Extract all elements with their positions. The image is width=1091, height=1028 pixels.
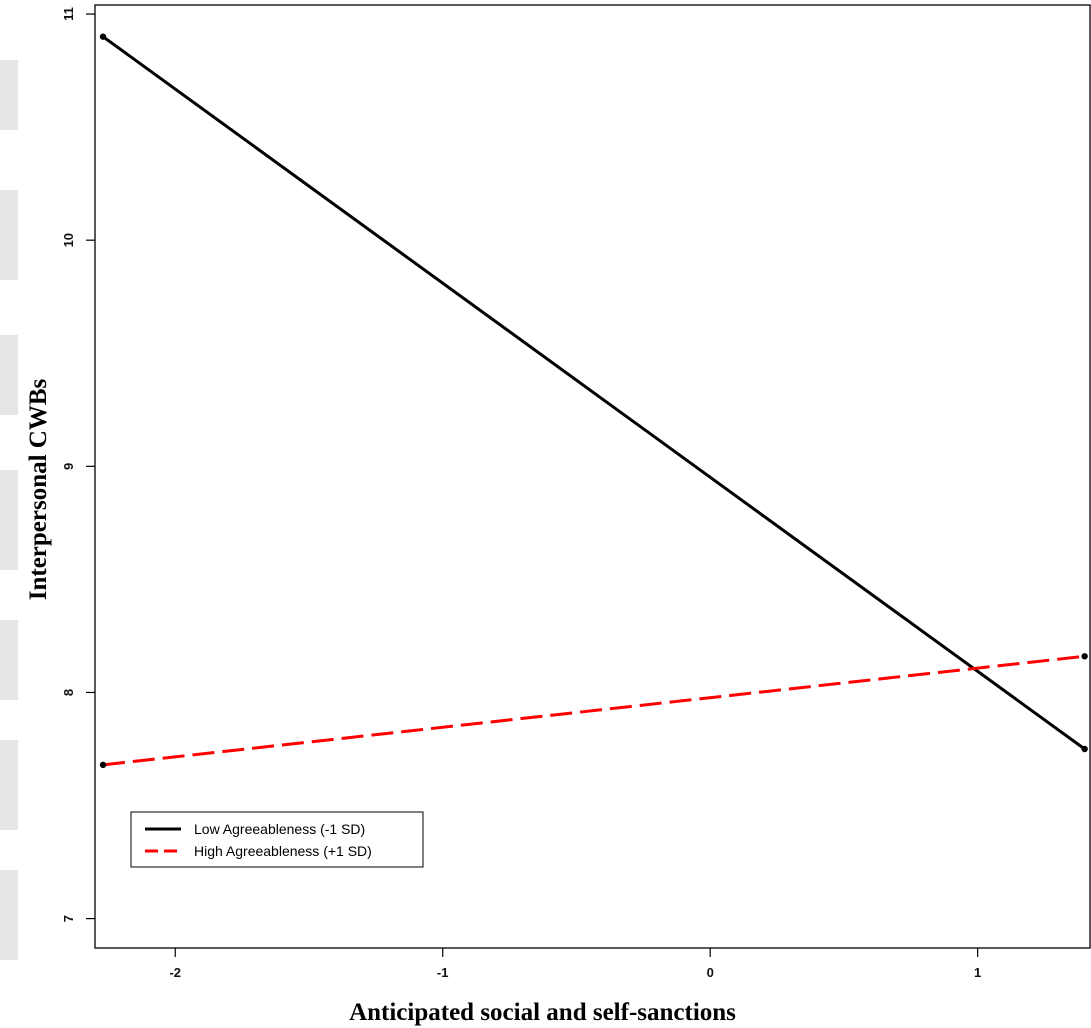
edge-decoration bbox=[0, 620, 18, 700]
data-point bbox=[99, 761, 107, 769]
y-tick-label: 9 bbox=[61, 463, 76, 470]
x-tick-label: 1 bbox=[974, 965, 981, 980]
x-axis-title: Anticipated social and self-sanctions bbox=[349, 999, 736, 1026]
series-line-0 bbox=[102, 35, 1086, 751]
data-point bbox=[99, 33, 107, 40]
x-tick-label: 0 bbox=[707, 965, 714, 980]
legend-label-high-agreeableness: High Agreeableness (+1 SD) bbox=[194, 843, 372, 859]
series-layer bbox=[99, 33, 1088, 769]
data-point bbox=[1081, 745, 1088, 753]
edge-decoration bbox=[0, 740, 18, 830]
data-point bbox=[1081, 653, 1088, 660]
edge-decoration bbox=[0, 60, 18, 130]
y-tick-label: 11 bbox=[61, 7, 76, 21]
y-tick-label: 8 bbox=[61, 689, 76, 696]
y-axis-title: Interpersonal CWBs bbox=[25, 378, 52, 600]
y-tick-label: 7 bbox=[61, 915, 76, 922]
x-axis: -2 -1 0 1 bbox=[169, 948, 981, 980]
y-tick-label: 10 bbox=[61, 233, 76, 247]
edge-decoration bbox=[0, 190, 18, 280]
legend: Low Agreeableness (-1 SD) High Agreeable… bbox=[130, 811, 424, 868]
plot-frame bbox=[94, 4, 1091, 949]
x-tick-label: -2 bbox=[169, 965, 181, 980]
edge-decoration bbox=[0, 335, 18, 415]
legend-label-low-agreeableness: Low Agreeableness (-1 SD) bbox=[194, 821, 365, 837]
y-axis: 7 8 9 10 11 bbox=[61, 7, 95, 922]
series-line-1 bbox=[102, 654, 1085, 767]
legend-box bbox=[130, 811, 424, 868]
edge-decoration bbox=[0, 470, 18, 570]
x-tick-label: -1 bbox=[437, 965, 449, 980]
edge-decoration bbox=[0, 870, 18, 960]
